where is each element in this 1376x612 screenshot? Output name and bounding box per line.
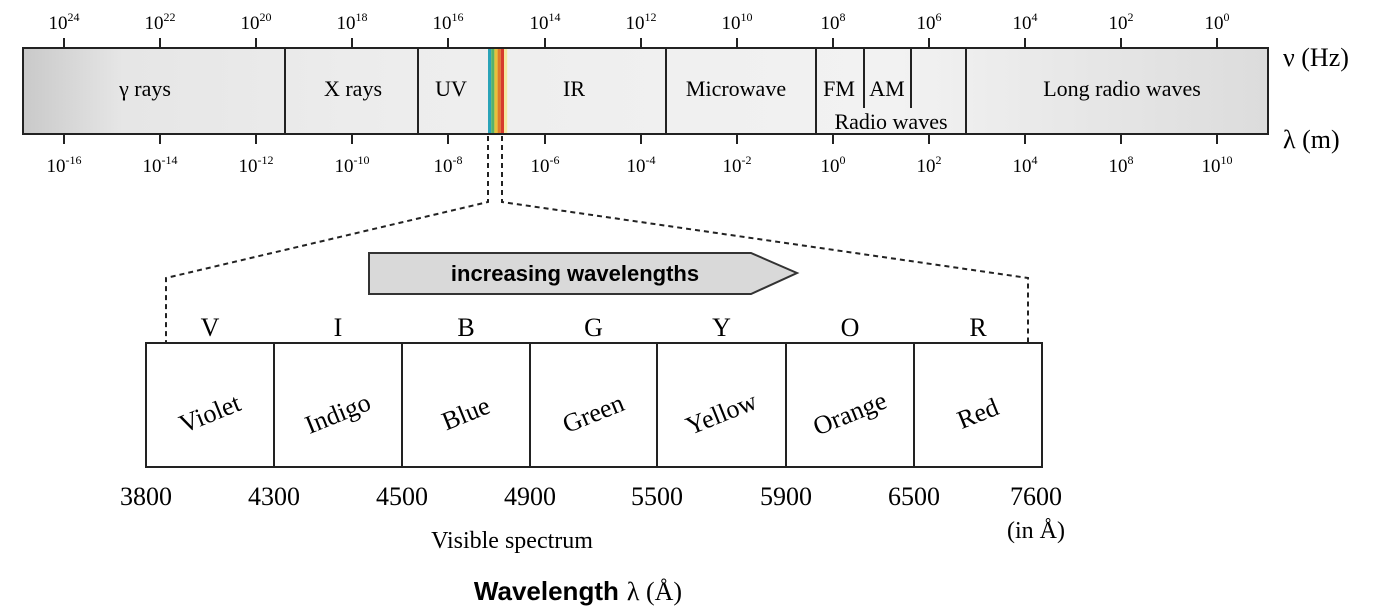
arrow-label: increasing wavelengths bbox=[451, 261, 699, 286]
color-box-violet bbox=[145, 342, 275, 468]
frequency-axis-label: ν (Hz) bbox=[1283, 43, 1349, 72]
frequency-tick-label: 1018 bbox=[337, 10, 368, 34]
frequency-axis-ticks: 1024 1022 1020 1018 1016 1014 1012 1010 108 106 10… bbox=[49, 10, 1230, 48]
visible-band-stripe bbox=[494, 49, 498, 133]
region-label-uv: UV bbox=[435, 76, 467, 101]
color-box-indigo bbox=[273, 342, 403, 468]
boundary-label: 5900 bbox=[760, 482, 812, 511]
wavelength-tick-label: 104 bbox=[1013, 153, 1038, 177]
boundary-label: 4500 bbox=[376, 482, 428, 511]
visible-band-stripe bbox=[491, 49, 495, 133]
region-label-x-rays: X rays bbox=[324, 76, 382, 101]
wavelength-tick-label: 10-16 bbox=[47, 153, 82, 177]
footer-title-bold: Wavelength bbox=[474, 576, 619, 606]
wavelength-tick-label: 10-8 bbox=[434, 153, 463, 177]
wavelength-tick-label: 10-14 bbox=[143, 153, 178, 177]
wavelength-tick-label: 108 bbox=[1109, 153, 1134, 177]
frequency-tick-label: 1016 bbox=[433, 10, 464, 34]
color-letter: Y bbox=[712, 313, 731, 342]
color-letter: R bbox=[969, 313, 987, 342]
visible-band-stripe bbox=[488, 49, 492, 133]
frequency-tick-label: 1024 bbox=[49, 10, 80, 34]
boundary-label: 4900 bbox=[504, 482, 556, 511]
boundary-label: 7600 bbox=[1010, 482, 1062, 511]
zoom-line-right bbox=[501, 136, 1029, 343]
color-letter: I bbox=[334, 313, 343, 342]
color-letter: G bbox=[584, 313, 603, 342]
color-box-blue bbox=[401, 342, 531, 468]
spectrum-bar bbox=[22, 47, 1269, 135]
region-label-radio-waves: Radio waves bbox=[834, 109, 947, 134]
footer-title-rest: λ (Å) bbox=[627, 577, 682, 606]
region-label-am: AM bbox=[869, 76, 904, 101]
unit-label: (in Å) bbox=[1007, 518, 1065, 544]
frequency-tick-label: 106 bbox=[917, 10, 942, 34]
color-box-green bbox=[529, 342, 658, 468]
color-box-red bbox=[913, 342, 1043, 468]
wavelength-tick-label: 102 bbox=[917, 153, 942, 177]
frequency-tick-label: 1010 bbox=[722, 10, 753, 34]
visible-band-stripe bbox=[504, 49, 508, 133]
visible-color-boxes: Violet Indigo Blue Green Yellow Orange Red bbox=[145, 342, 1043, 468]
wavelength-boundary-labels: 3800 4300 4500 4900 5500 5900 6500 7600 bbox=[120, 482, 1062, 511]
frequency-tick-label: 100 bbox=[1205, 10, 1230, 34]
wavelength-tick-label: 10-6 bbox=[531, 153, 560, 177]
visible-band-stripe bbox=[500, 49, 504, 133]
region-label-ir: IR bbox=[563, 76, 585, 101]
visible-band-stripe bbox=[497, 49, 501, 133]
frequency-tick-label: 102 bbox=[1109, 10, 1134, 34]
boundary-label: 6500 bbox=[888, 482, 940, 511]
color-letter: B bbox=[457, 313, 474, 342]
wavelength-tick-label: 10-10 bbox=[335, 153, 370, 177]
boundary-label: 3800 bbox=[120, 482, 172, 511]
region-label-microwave: Microwave bbox=[686, 76, 786, 101]
frequency-tick-label: 104 bbox=[1013, 10, 1038, 34]
frequency-tick-label: 108 bbox=[821, 10, 846, 34]
wavelength-tick-label: 10-4 bbox=[627, 153, 656, 177]
boundary-label: 5500 bbox=[631, 482, 683, 511]
region-label-fm: FM bbox=[823, 76, 855, 101]
color-box-orange bbox=[785, 342, 915, 468]
frequency-tick-label: 1022 bbox=[145, 10, 176, 34]
wavelength-axis-ticks: 10-16 10-14 10-12 10-10 10-8 10-6 10-4 10-2 100 1… bbox=[47, 134, 1233, 177]
footer-title: Wavelength λ (Å) bbox=[474, 576, 682, 606]
frequency-tick-label: 1014 bbox=[530, 10, 561, 34]
frequency-tick-label: 1012 bbox=[626, 10, 657, 34]
increasing-wavelengths-arrow bbox=[368, 252, 800, 295]
wavelength-axis-label: λ (m) bbox=[1283, 125, 1340, 154]
region-label-gamma-rays: γ rays bbox=[118, 76, 171, 101]
wavelength-tick-label: 1010 bbox=[1202, 153, 1233, 177]
wavelength-tick-label: 100 bbox=[821, 153, 846, 177]
visible-spectrum-caption: Visible spectrum bbox=[431, 528, 593, 554]
wavelength-tick-label: 10-12 bbox=[239, 153, 274, 177]
wavelength-tick-label: 10-2 bbox=[723, 153, 752, 177]
color-box-yellow bbox=[656, 342, 787, 468]
boundary-label: 4300 bbox=[248, 482, 300, 511]
color-letter: V bbox=[201, 313, 220, 342]
frequency-tick-label: 1020 bbox=[241, 10, 272, 34]
region-label-long-radio-waves: Long radio waves bbox=[1043, 76, 1201, 101]
visible-band-strip bbox=[488, 49, 508, 133]
color-letter: O bbox=[841, 313, 860, 342]
